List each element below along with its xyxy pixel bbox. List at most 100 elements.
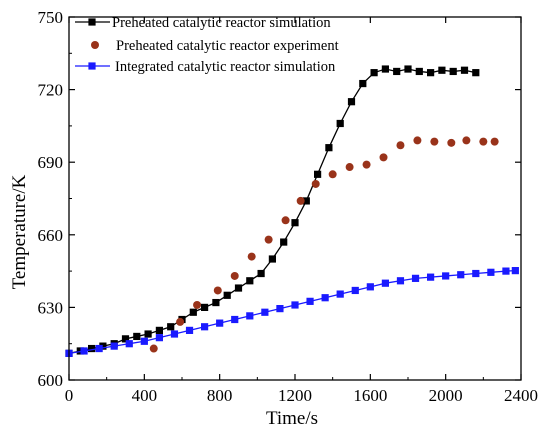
x-axis-title: Time/s xyxy=(266,408,318,429)
data-point xyxy=(261,308,269,316)
data-point xyxy=(472,69,480,77)
data-point xyxy=(234,284,243,292)
data-point xyxy=(381,279,389,287)
data-point xyxy=(379,153,388,162)
x-tick-label: 400 xyxy=(132,386,158,405)
data-point xyxy=(457,271,465,279)
data-point xyxy=(460,66,469,74)
plot-area xyxy=(65,65,519,357)
series-3 xyxy=(65,267,519,357)
data-point xyxy=(193,300,202,309)
data-point xyxy=(176,317,185,326)
data-point xyxy=(291,219,299,227)
y-tick-label: 660 xyxy=(38,226,64,245)
data-point xyxy=(438,66,446,74)
data-point xyxy=(427,69,435,77)
legend-label: Integrated catalytic reactor simulation xyxy=(115,59,336,75)
data-point xyxy=(189,308,197,316)
data-point xyxy=(99,342,107,350)
x-tick-label: 1200 xyxy=(278,386,312,405)
data-point xyxy=(306,297,314,305)
data-point xyxy=(311,179,320,188)
legend-label: Preheated catalytic reactor simulation xyxy=(112,15,331,31)
y-tick-label: 690 xyxy=(38,153,64,172)
data-point xyxy=(280,238,288,246)
series-1 xyxy=(65,65,480,357)
data-point xyxy=(140,337,148,345)
data-point xyxy=(276,305,284,313)
data-point xyxy=(223,291,231,299)
data-point xyxy=(487,268,495,276)
data-point xyxy=(345,163,354,172)
data-point xyxy=(381,65,389,73)
data-point xyxy=(296,196,305,205)
data-point xyxy=(442,272,450,280)
data-point xyxy=(411,274,420,282)
legend-marker xyxy=(88,18,96,26)
x-tick-label: 1600 xyxy=(353,386,387,405)
data-point xyxy=(246,277,254,285)
data-point xyxy=(149,344,158,353)
y-tick-label: 630 xyxy=(38,298,64,317)
data-point xyxy=(121,335,130,343)
data-point xyxy=(413,136,422,145)
data-point xyxy=(479,137,488,146)
legend-item-3: Integrated catalytic reactor simulation xyxy=(75,59,336,75)
data-point xyxy=(231,315,239,324)
data-point xyxy=(502,267,510,275)
data-point xyxy=(133,332,141,341)
series-2 xyxy=(149,136,499,353)
y-tick-label: 720 xyxy=(38,81,64,100)
data-point xyxy=(95,344,103,353)
data-point xyxy=(201,303,209,311)
data-point xyxy=(415,67,423,76)
data-point xyxy=(212,298,220,307)
data-point xyxy=(325,144,333,152)
data-point xyxy=(359,79,367,88)
data-point xyxy=(246,312,254,320)
y-tick-label: 750 xyxy=(38,8,64,27)
data-point xyxy=(396,277,405,285)
data-point xyxy=(362,160,371,169)
data-point xyxy=(427,273,435,281)
data-point xyxy=(430,137,439,146)
legend-label: Preheated catalytic reactor experiment xyxy=(116,38,339,54)
x-tick-label: 2400 xyxy=(504,386,538,405)
data-point xyxy=(336,119,344,128)
data-point xyxy=(185,326,194,334)
data-point xyxy=(396,141,405,150)
data-point xyxy=(447,138,456,147)
x-tick-label: 2000 xyxy=(429,386,463,405)
data-point xyxy=(472,269,480,278)
x-tick-label: 0 xyxy=(65,386,74,405)
data-point xyxy=(144,330,152,338)
axes: 0 400 800 1200 1600 2000 2400 600 630 660 690 720 75… xyxy=(38,8,539,405)
data-point xyxy=(216,319,224,327)
data-point xyxy=(264,235,273,244)
data-point xyxy=(268,255,276,263)
data-point xyxy=(257,269,265,278)
data-point xyxy=(247,252,256,261)
data-point xyxy=(328,170,337,179)
data-point xyxy=(201,323,209,331)
legend-marker xyxy=(91,41,99,49)
legend-item-1: Preheated catalytic reactor simulation xyxy=(75,15,331,31)
data-point xyxy=(281,216,290,225)
data-point xyxy=(213,286,222,295)
data-point xyxy=(155,334,163,342)
data-point xyxy=(80,347,88,355)
data-point xyxy=(125,340,133,348)
data-point xyxy=(230,271,239,280)
data-point xyxy=(155,326,163,334)
data-point xyxy=(351,286,359,295)
y-tick-label: 600 xyxy=(38,371,64,390)
data-point xyxy=(393,67,401,76)
data-point xyxy=(167,323,175,331)
x-tick-label: 800 xyxy=(207,386,233,405)
legend-marker xyxy=(88,62,96,70)
data-point xyxy=(170,330,179,338)
data-point xyxy=(511,267,519,275)
data-point xyxy=(291,301,299,309)
legend: Preheated catalytic reactor simulation Pr… xyxy=(75,15,339,75)
